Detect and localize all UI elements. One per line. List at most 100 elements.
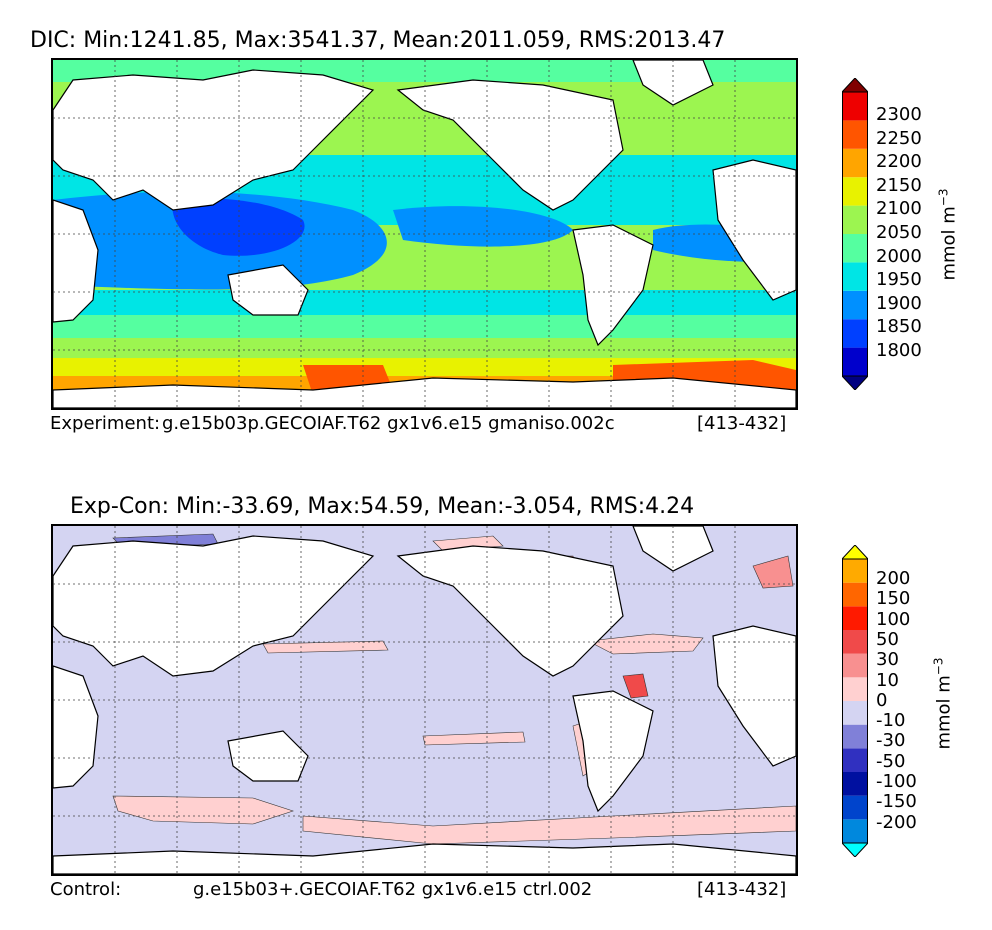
diff-patch (302, 805, 796, 845)
colorbar-tick-label: 2200 (876, 151, 922, 173)
diff-patch (586, 633, 704, 655)
dic-pacific-low (393, 206, 573, 247)
colorbar-swatch (842, 582, 868, 607)
panel2-land (53, 526, 796, 874)
colorbar-swatch (842, 177, 868, 206)
dic-band-south4 (53, 358, 796, 378)
panel2-colorbar-unit: mmol m−3 (932, 654, 955, 754)
landmass-australia (227, 730, 309, 782)
landmass-australia (227, 264, 309, 316)
panel1-caption-case: g.e15b03p.GECOIAF.T62 gx1v6.e15 gmaniso.… (162, 413, 615, 434)
panel2-caption-case: g.e15b03+.GECOIAF.T62 gx1v6.e15 ctrl.002 (193, 879, 593, 900)
panel2-map-svg (53, 526, 796, 874)
colorbar-extend-high (840, 544, 870, 560)
colorbar-swatch (842, 724, 868, 749)
colorbar-swatch (842, 559, 868, 583)
colorbar-tick-label: 1800 (876, 340, 922, 361)
panel2-unit-text: mmol m (933, 675, 955, 750)
colorbar-tick-label: -50 (876, 750, 906, 772)
colorbar-swatch (842, 653, 868, 678)
colorbar-tick-label: 10 (876, 669, 899, 691)
colorbar-swatch (842, 234, 868, 263)
panel2-title: Exp-Con: Min:-33.69, Max:54.59, Mean:-3.… (70, 494, 695, 519)
landmass-greenland (632, 526, 714, 572)
colorbar-tick-label: 200 (876, 568, 911, 589)
colorbar-frame (842, 91, 868, 377)
panel2-caption-years: [413-432] (697, 879, 787, 900)
colorbar-extend-low (840, 375, 870, 391)
colorbar-tick-label: 1900 (876, 292, 922, 314)
colorbar-swatch (842, 290, 868, 320)
panel2-unit-exp: −3 (931, 657, 946, 676)
colorbar-tick-label: -100 (876, 771, 917, 792)
colorbar-svg (840, 77, 870, 391)
colorbar-tick-label: 2150 (876, 174, 922, 196)
colorbar-swatch (842, 120, 868, 149)
landmass-eurasia (53, 69, 375, 211)
landmass-north-america (396, 79, 624, 211)
colorbar-tick-label: -200 (876, 811, 917, 833)
landmass-africa-east (53, 665, 99, 789)
colorbar-tick-label: 150 (876, 588, 911, 610)
landmass-south-america (572, 224, 654, 347)
colorbar-swatch (842, 701, 868, 725)
colorbar-tick-label: -30 (876, 730, 906, 752)
panel2-caption-label: Control: (50, 879, 122, 900)
colorbar-swatch (842, 795, 868, 820)
colorbar-frame (842, 558, 868, 844)
panel1-title: DIC: Min:1241.85, Max:3541.37, Mean:2011… (30, 28, 726, 53)
diff-baltic-high (752, 555, 794, 589)
diff-positive-patches (112, 535, 796, 845)
panel1-colorbar-unit: mmol m−3 (937, 185, 960, 285)
colorbar-swatch (842, 205, 868, 234)
panel1-unit-text: mmol m (938, 206, 960, 281)
colorbar-swatch (842, 630, 868, 654)
landmass-eurasia (53, 535, 375, 677)
colorbar-tick-label: 2300 (876, 104, 922, 125)
landmass-greenland (632, 60, 714, 106)
colorbar-tick-label: -150 (876, 791, 917, 813)
colorbar-swatch (842, 772, 868, 796)
colorbar-tick-label: 50 (876, 628, 899, 650)
colorbar-tick-label: 100 (876, 608, 911, 630)
panel1-caption-years: [413-432] (697, 413, 787, 434)
dic-indonesia-low (172, 198, 305, 256)
panel1-map (51, 58, 798, 410)
panel1-grid (53, 60, 796, 408)
diff-caribbean-high (622, 673, 649, 699)
colorbar-tick-label: 0 (876, 689, 888, 711)
colorbar-tick-label: 2100 (876, 198, 922, 220)
colorbar-tick-label: 1850 (876, 316, 922, 338)
landmass-africa-west (712, 159, 796, 301)
colorbar-tick-label: 1950 (876, 269, 922, 291)
panel1-map-svg (53, 60, 796, 408)
landmass-south-america (572, 690, 654, 813)
colorbar-swatch (842, 606, 868, 630)
colorbar-swatch (842, 148, 868, 178)
panel1-colorbar (840, 77, 870, 391)
dic-band-south2 (53, 315, 796, 340)
colorbar-swatch (842, 347, 868, 376)
panel2-map (51, 524, 798, 876)
panel1-land (53, 60, 796, 408)
landmass-north-america (396, 545, 624, 677)
colorbar-svg (840, 544, 870, 858)
colorbar-extend-low (840, 842, 870, 858)
colorbar-tick-label: 2050 (876, 222, 922, 243)
panel1-caption-label: Experiment: (50, 413, 161, 434)
panel1-unit-exp: −3 (936, 188, 951, 207)
colorbar-extend-high (840, 77, 870, 93)
colorbar-tick-label: 2250 (876, 127, 922, 149)
colorbar-swatch (842, 677, 868, 701)
panel2-colorbar (840, 544, 870, 858)
colorbar-tick-label: 30 (876, 649, 899, 671)
colorbar-tick-label: -10 (876, 710, 906, 732)
dic-band-south3 (53, 338, 796, 360)
colorbar-swatch (842, 819, 868, 843)
landmass-africa-west (712, 625, 796, 767)
diff-patch (112, 795, 294, 825)
colorbar-swatch (842, 262, 868, 291)
panel2-grid (53, 526, 796, 874)
landmass-africa-east (53, 199, 99, 323)
colorbar-tick-label: 2000 (876, 245, 922, 267)
